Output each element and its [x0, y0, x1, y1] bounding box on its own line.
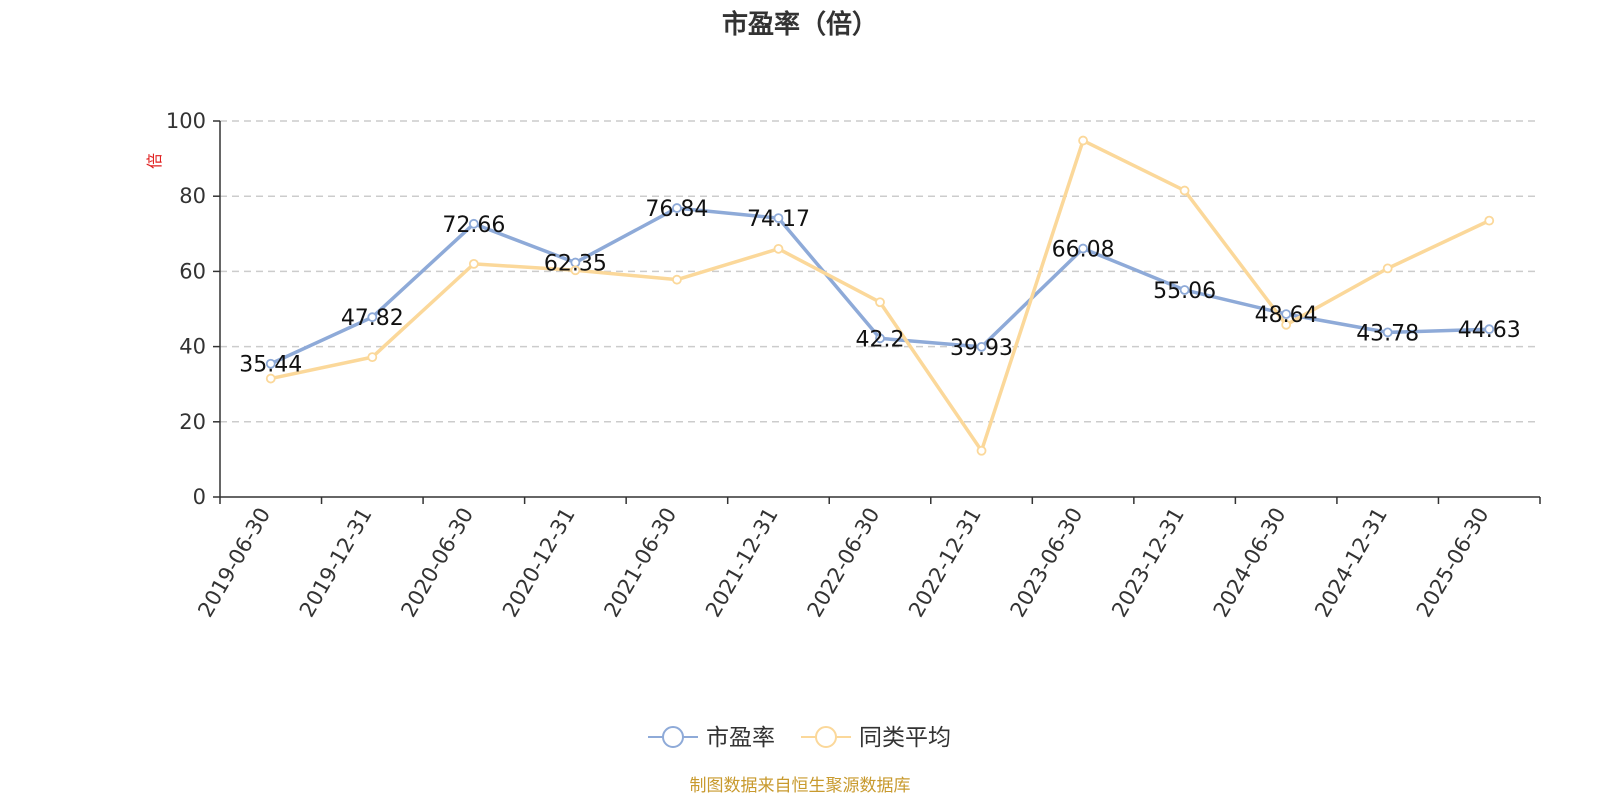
x-tick-label-8: 2023-06-30	[1006, 504, 1088, 622]
data-label-4: 76.84	[645, 197, 708, 222]
data-label-11: 43.78	[1356, 321, 1419, 346]
chart-title: 市盈率（倍）	[722, 9, 878, 40]
data-label-8: 66.08	[1052, 238, 1115, 263]
series-0-point-4[interactable]	[672, 203, 682, 213]
series-lines	[265, 135, 1495, 456]
series-1-point-5[interactable]	[773, 243, 784, 254]
data-label-1: 47.82	[341, 306, 404, 331]
series-1-point-7[interactable]	[976, 445, 987, 456]
y-tick-label-5: 100	[166, 109, 206, 133]
y-tick-label-4: 80	[179, 184, 206, 208]
x-tick-label-5: 2021-12-31	[701, 504, 783, 622]
legend-label-0: 市盈率	[706, 725, 775, 751]
legend[interactable]: 市盈率 同类平均	[648, 725, 951, 751]
y-tick-label-2: 40	[179, 335, 206, 359]
series-0-point-12[interactable]	[1484, 324, 1495, 335]
series-0-point-5[interactable]	[773, 213, 784, 224]
series-0-point-7[interactable]	[976, 341, 987, 352]
x-tick-label-1: 2019-12-31	[295, 504, 377, 622]
data-source-note: 制图数据来自恒生聚源数据库	[690, 776, 911, 796]
data-label-6: 42.2	[856, 327, 905, 352]
x-tick-label-0: 2019-06-30	[193, 504, 275, 622]
legend-marker-1	[815, 726, 837, 748]
series-0-point-10[interactable]	[1281, 309, 1292, 320]
series-1-point-10[interactable]	[1281, 319, 1292, 330]
series-1-point-3[interactable]	[570, 265, 581, 276]
series-1-point-11[interactable]	[1382, 263, 1393, 274]
grid-lines	[220, 120, 1540, 423]
series-0-point-2[interactable]	[468, 218, 479, 229]
series-0-point-11[interactable]	[1382, 327, 1393, 338]
series-0-point-6[interactable]	[875, 333, 885, 344]
series-1-point-12[interactable]	[1484, 215, 1495, 226]
x-tick-label-2: 2020-06-30	[396, 504, 478, 622]
series-1-point-9[interactable]	[1179, 185, 1190, 196]
y-tick-label-0: 0	[193, 485, 206, 509]
series-1-point-8[interactable]	[1078, 135, 1088, 146]
x-tick-label-11: 2024-12-31	[1310, 504, 1392, 622]
legend-item-0[interactable]: 市盈率	[648, 725, 775, 751]
series-0-point-9[interactable]	[1179, 285, 1190, 295]
legend-marker-0	[662, 726, 684, 748]
data-label-5: 74.17	[747, 207, 810, 232]
series-1-point-6[interactable]	[875, 297, 885, 308]
y-tick-label-3: 60	[179, 259, 206, 283]
legend-item-1[interactable]: 同类平均	[801, 725, 951, 751]
series-1-point-2[interactable]	[468, 258, 479, 269]
x-tick-label-3: 2020-12-31	[498, 504, 580, 622]
x-tick-label-9: 2023-12-31	[1107, 504, 1189, 622]
data-label-2: 72.66	[442, 213, 505, 238]
series-line-1	[270, 138, 1490, 453]
data-label-12: 44.63	[1458, 318, 1521, 343]
x-tick-label-4: 2021-06-30	[599, 504, 681, 622]
series-1-point-4[interactable]	[672, 274, 682, 285]
series-0-point-1[interactable]	[367, 312, 378, 323]
legend-label-1: 同类平均	[859, 725, 951, 751]
data-label-0: 35.44	[239, 353, 302, 378]
data-labels: 35.44 47.82 72.66 62.35 76.84 74.17 42.2 39.93 6…	[239, 197, 1520, 378]
series-0-point-0[interactable]	[265, 358, 276, 369]
x-tick-label-6: 2022-06-30	[803, 504, 885, 622]
series-1-point-1[interactable]	[367, 352, 378, 363]
data-label-9: 55.06	[1153, 279, 1216, 304]
x-tick-label-7: 2022-12-31	[904, 504, 986, 622]
series-0-point-8[interactable]	[1078, 243, 1088, 254]
y-axis-unit-label: 倍	[145, 153, 164, 169]
data-label-7: 39.93	[950, 336, 1013, 361]
axes: 0 20 40 60 80 100 2019-06-30 2019-12-31 2020-06-…	[166, 109, 1541, 622]
series-1-point-0[interactable]	[265, 373, 276, 384]
y-tick-label-1: 20	[179, 410, 206, 434]
data-label-3: 62.35	[544, 252, 607, 277]
x-tick-label-12: 2025-06-30	[1412, 504, 1494, 622]
data-label-10: 48.64	[1255, 303, 1318, 328]
x-tick-label-10: 2024-06-30	[1209, 504, 1291, 622]
